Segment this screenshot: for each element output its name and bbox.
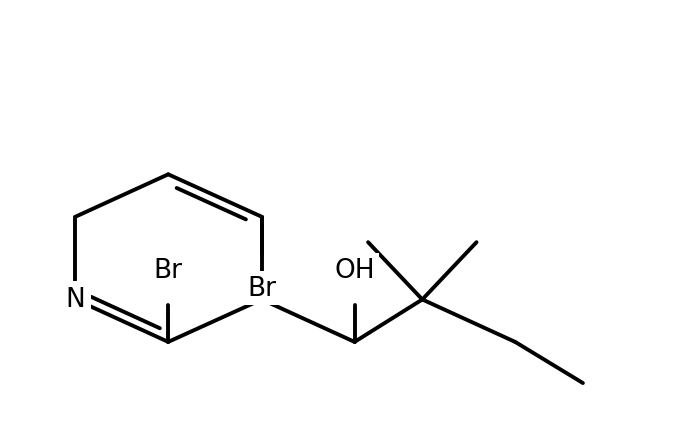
Text: N: N: [65, 287, 85, 313]
Text: Br: Br: [153, 258, 183, 284]
Text: OH: OH: [334, 258, 375, 284]
Text: Br: Br: [248, 276, 276, 302]
